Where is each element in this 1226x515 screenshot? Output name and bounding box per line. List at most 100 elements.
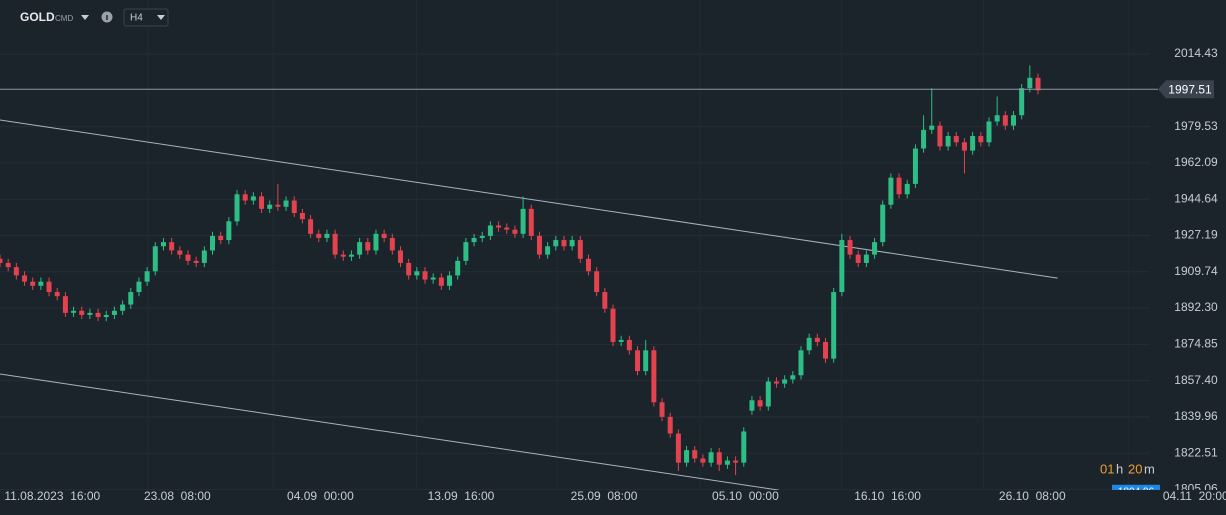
x-tick-label: 26.10 08:00	[999, 489, 1066, 503]
candle-body	[790, 375, 796, 380]
candle-body	[553, 240, 559, 247]
candle-body	[177, 250, 183, 255]
candle-body	[896, 177, 902, 195]
candle-body	[471, 237, 477, 243]
countdown-minutes-unit: m	[1144, 461, 1155, 476]
symbol[interactable]: GOLD	[20, 10, 55, 24]
candle-body	[234, 194, 240, 222]
candle-body	[978, 136, 984, 143]
candle-body	[144, 271, 150, 282]
candle-body	[708, 452, 714, 463]
candle-body	[831, 292, 837, 359]
candle-body	[365, 242, 371, 251]
symbol-dropdown[interactable]	[81, 15, 89, 20]
candle-body	[95, 312, 101, 318]
candle-body	[1010, 115, 1016, 126]
candle-body	[389, 237, 395, 251]
header: GOLD CMD H4	[20, 8, 169, 27]
candle-body	[945, 136, 951, 147]
candle-body	[185, 254, 191, 261]
y-tick-label: 1979.53	[1174, 119, 1218, 133]
candle-body	[700, 458, 706, 463]
candle-body	[806, 337, 812, 351]
candle-body	[741, 431, 747, 463]
timeframe-box[interactable]	[123, 8, 169, 27]
candle-body	[888, 177, 894, 205]
timeframe: H4	[130, 13, 143, 24]
candle-body	[545, 246, 551, 255]
candle-body	[1002, 115, 1008, 126]
current-price-label: 1997.51	[1168, 82, 1212, 96]
candle-body	[332, 233, 338, 255]
overlay: 2014.43 1979.53 1962.09 1944.64 1927.19 1909.…	[0, 46, 1226, 515]
candle-body	[422, 271, 428, 280]
candle-body	[929, 125, 935, 130]
y-tick-label: 1874.85	[1174, 337, 1218, 351]
candle-body	[308, 219, 314, 234]
candle-body	[46, 281, 52, 293]
y-tick-label: 1962.09	[1174, 155, 1218, 169]
y-tick-label: 2014.43	[1174, 46, 1218, 60]
candle-body	[847, 240, 853, 255]
candle-body	[986, 121, 992, 143]
candle-body	[250, 196, 256, 201]
candle-body	[447, 275, 453, 286]
candle-body	[54, 292, 60, 297]
candle-body	[120, 304, 126, 311]
candle-body	[512, 229, 518, 234]
candle-body	[38, 281, 44, 286]
candle-body	[618, 339, 624, 342]
candle-body	[267, 204, 273, 209]
trendline	[0, 119, 1058, 279]
candle-body	[953, 136, 959, 143]
candle-body	[880, 204, 886, 243]
candle-body	[357, 242, 363, 255]
candle-body	[79, 310, 85, 315]
candle-body	[5, 262, 11, 268]
x-tick-label: 05.10 00:00	[712, 489, 779, 503]
y-tick-label: 1822.51	[1174, 445, 1218, 459]
candle-body	[406, 262, 412, 276]
x-tick-label: 04.11 20:00	[1163, 489, 1226, 503]
candle-body	[569, 240, 575, 247]
candle-body	[667, 416, 673, 434]
countdown-hours-unit: h	[1116, 461, 1123, 476]
candle-body	[30, 281, 36, 286]
candle-body	[651, 350, 657, 403]
candle-body	[872, 242, 878, 255]
candle-body	[438, 277, 444, 286]
candle-body	[414, 271, 420, 276]
candle-body	[316, 233, 322, 238]
candle-body	[610, 308, 616, 342]
candle-body	[22, 275, 28, 282]
candle-body	[62, 296, 68, 313]
candle-body	[13, 267, 19, 276]
candle-body	[111, 310, 117, 315]
candle-body	[259, 196, 265, 209]
candle-body	[635, 350, 641, 372]
candle-body	[561, 240, 567, 247]
candle-body	[275, 204, 281, 207]
y-tick-label: 1839.96	[1174, 409, 1218, 423]
candle-body	[226, 221, 232, 241]
candle-body	[373, 233, 379, 251]
candle-body	[210, 235, 216, 251]
candle-body	[749, 400, 755, 411]
candle-body	[136, 281, 142, 293]
plot	[0, 65, 1058, 491]
candle-body	[218, 235, 224, 241]
candle-body	[798, 350, 804, 376]
candle-body	[324, 233, 330, 238]
candle-body	[0, 258, 3, 263]
candle-body	[765, 381, 771, 407]
candle-body	[855, 254, 861, 263]
candle-body	[912, 148, 918, 184]
candle-body	[160, 242, 166, 247]
timeframe-dropdown[interactable]	[157, 15, 165, 20]
x-tick-label: 16.10 16:00	[854, 489, 921, 503]
candle-body	[291, 200, 297, 214]
candle-body	[823, 341, 829, 359]
candle-body	[1019, 88, 1025, 116]
